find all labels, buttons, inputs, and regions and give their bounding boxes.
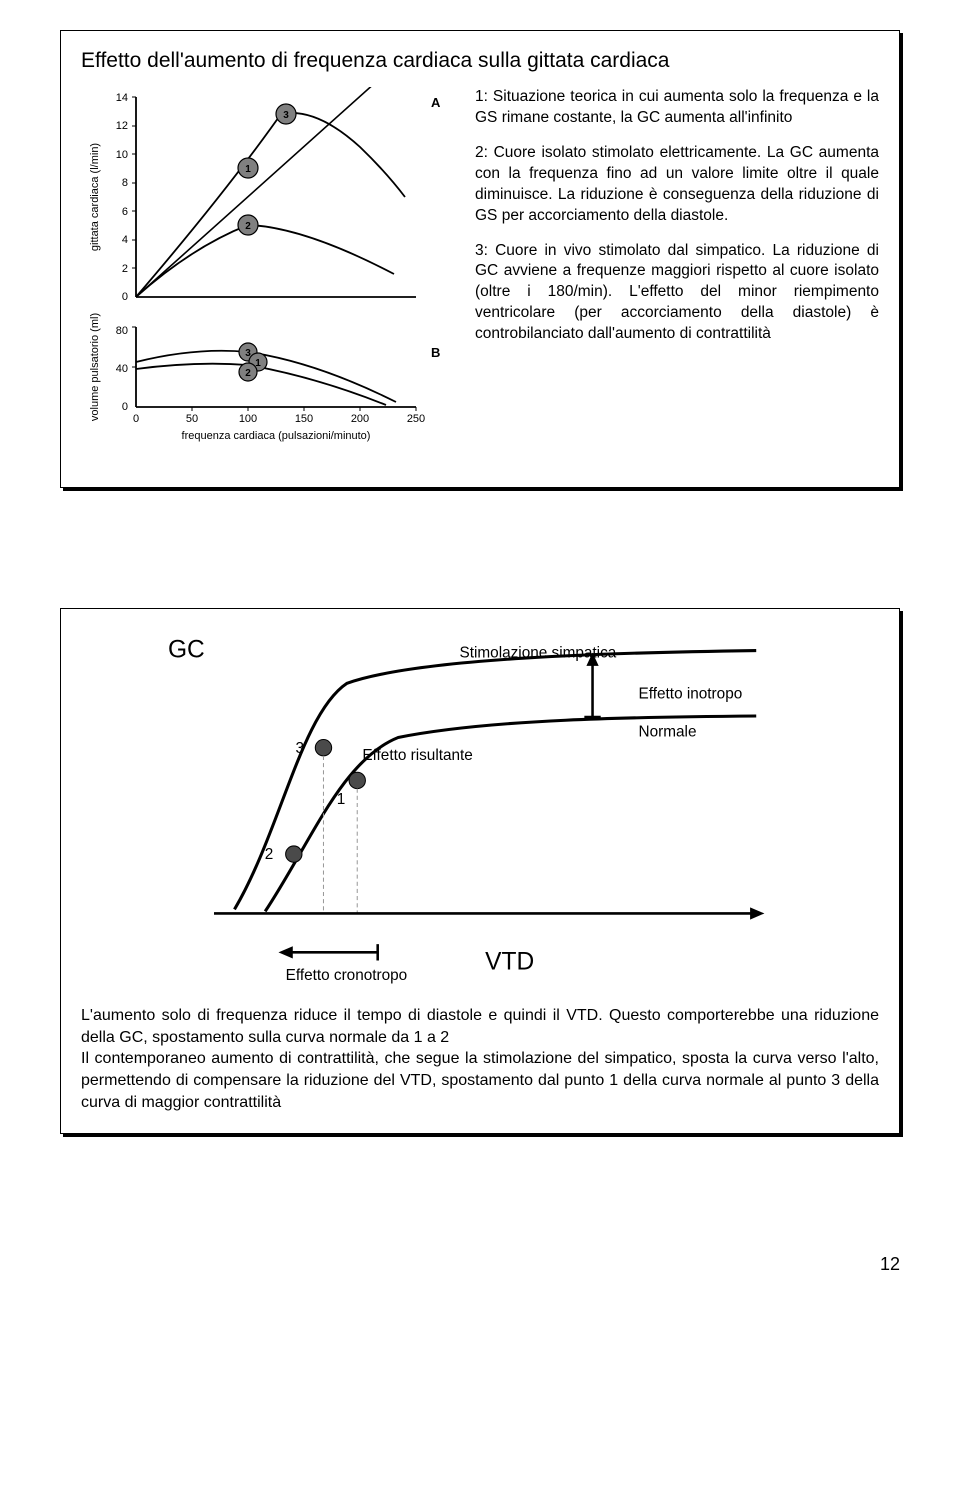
page-number: 12 bbox=[60, 1254, 900, 1275]
svg-text:0: 0 bbox=[122, 291, 128, 303]
svg-text:14: 14 bbox=[116, 92, 128, 104]
paragraph-3: 3: Cuore in vivo stimolato dal simpatico… bbox=[475, 241, 879, 346]
normale-label: Normale bbox=[639, 723, 697, 740]
svg-text:250: 250 bbox=[407, 413, 425, 425]
bottom-panel: GC Stimolazione simpatica Normale Effett… bbox=[60, 608, 900, 1134]
cronotropo-label: Effetto cronotropo bbox=[286, 967, 408, 984]
marker-a-2: 2 bbox=[238, 215, 258, 235]
paragraph-2: 2: Cuore isolato stimolato elettricament… bbox=[475, 143, 879, 227]
svg-text:10: 10 bbox=[116, 149, 128, 161]
svg-text:2: 2 bbox=[265, 846, 274, 863]
svg-text:200: 200 bbox=[351, 413, 369, 425]
top-panel: Effetto dell'aumento di frequenza cardia… bbox=[60, 30, 900, 488]
svg-text:2: 2 bbox=[122, 263, 128, 275]
gc-label: GC bbox=[168, 637, 205, 664]
svg-text:40: 40 bbox=[116, 363, 128, 375]
svg-text:12: 12 bbox=[116, 120, 128, 132]
svg-text:gittata cardiaca (l/min): gittata cardiaca (l/min) bbox=[89, 143, 101, 251]
svg-text:2: 2 bbox=[245, 221, 251, 232]
svg-text:0: 0 bbox=[122, 401, 128, 413]
svg-text:3: 3 bbox=[296, 740, 305, 757]
cardiac-output-chart: 0 2 4 6 8 10 12 14 bbox=[81, 87, 461, 467]
top-text-column: 1: Situazione teorica in cui aumenta sol… bbox=[475, 87, 879, 359]
svg-text:A: A bbox=[431, 95, 441, 110]
top-chart: 0 2 4 6 8 10 12 14 bbox=[81, 87, 461, 467]
svg-text:3: 3 bbox=[283, 110, 289, 121]
svg-text:50: 50 bbox=[186, 413, 198, 425]
risultante-label: Effetto risultante bbox=[362, 747, 473, 764]
svg-text:100: 100 bbox=[239, 413, 257, 425]
gc-vtd-diagram: GC Stimolazione simpatica Normale Effett… bbox=[81, 627, 879, 995]
svg-text:8: 8 bbox=[122, 177, 128, 189]
marker-a-3: 3 bbox=[276, 104, 296, 124]
svg-text:1: 1 bbox=[245, 164, 251, 175]
svg-text:6: 6 bbox=[122, 206, 128, 218]
marker-a-1: 1 bbox=[238, 158, 258, 178]
svg-text:4: 4 bbox=[122, 234, 128, 246]
svg-text:1: 1 bbox=[337, 791, 346, 808]
svg-text:0: 0 bbox=[133, 413, 139, 425]
svg-text:150: 150 bbox=[295, 413, 313, 425]
svg-text:80: 80 bbox=[116, 325, 128, 337]
vtd-label: VTD bbox=[485, 949, 534, 976]
top-panel-title: Effetto dell'aumento di frequenza cardia… bbox=[81, 49, 879, 73]
svg-text:volume pulsatorio (ml): volume pulsatorio (ml) bbox=[89, 313, 101, 421]
svg-text:frequenza cardiaca (pulsazioni: frequenza cardiaca (pulsazioni/minuto) bbox=[182, 430, 371, 442]
bottom-paragraph: L'aumento solo di frequenza riduce il te… bbox=[81, 1005, 879, 1113]
svg-text:2: 2 bbox=[245, 368, 251, 379]
svg-text:B: B bbox=[431, 345, 440, 360]
paragraph-1: 1: Situazione teorica in cui aumenta sol… bbox=[475, 87, 879, 129]
inotropo-label: Effetto inotropo bbox=[639, 686, 743, 703]
